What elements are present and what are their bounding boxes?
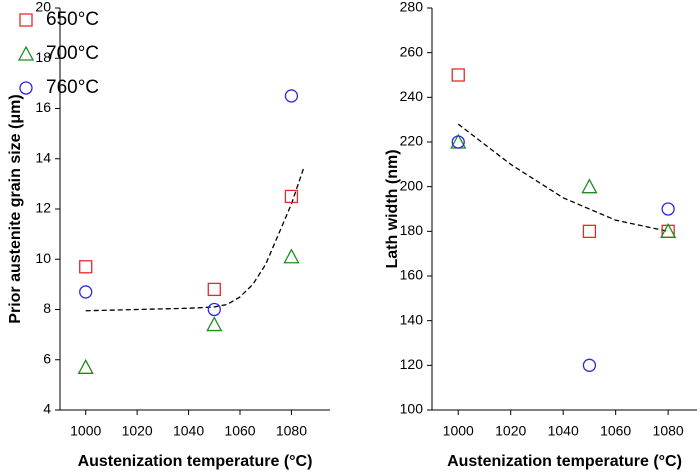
marker — [582, 224, 597, 238]
trend-line — [85, 166, 305, 312]
marker — [283, 248, 300, 264]
marker — [581, 178, 598, 194]
marker — [660, 222, 677, 238]
legend-marker — [17, 45, 35, 61]
marker — [79, 285, 93, 299]
y-tick-label: 160 — [400, 267, 424, 283]
x-tick-label: 1060 — [224, 423, 255, 439]
x-tick-label: 1040 — [548, 423, 579, 439]
y-tick-label: 220 — [400, 133, 424, 149]
legend-label: 650°C — [46, 9, 99, 30]
y-axis-title: Prior austenite grain size (μm) — [7, 94, 24, 323]
x-tick-label: 1000 — [443, 423, 474, 439]
y-tick-label: 16 — [35, 99, 51, 115]
y-tick-label: 18 — [35, 49, 51, 65]
marker — [451, 135, 465, 149]
marker — [284, 189, 299, 204]
marker — [206, 316, 223, 332]
marker — [207, 302, 221, 317]
marker — [207, 282, 221, 297]
legend-marker — [19, 13, 33, 27]
y-tick-label: 140 — [400, 311, 424, 327]
marker — [77, 358, 94, 374]
y-tick-label: 100 — [400, 401, 424, 417]
y-tick-label: 12 — [35, 200, 51, 216]
y-tick-label: 280 — [400, 0, 424, 15]
y-tick-label: 20 — [35, 0, 51, 15]
trend-line — [457, 123, 669, 232]
marker — [284, 89, 299, 103]
x-axis-title: Austenization temperature (°C) — [78, 453, 313, 470]
legend-label: 700°C — [46, 43, 99, 64]
x-tick-label: 1080 — [653, 423, 684, 439]
marker — [451, 68, 465, 82]
y-tick-label: 260 — [400, 43, 424, 59]
y-tick-label: 8 — [43, 300, 51, 316]
x-tick-label: 1020 — [495, 423, 526, 439]
x-axis-title: Austenization temperature (°C) — [447, 453, 682, 470]
marker — [582, 358, 597, 372]
legend-marker — [19, 81, 33, 95]
x-tick-label: 1020 — [122, 423, 153, 439]
x-tick-label: 1080 — [276, 423, 307, 439]
marker — [79, 260, 93, 274]
y-tick-label: 180 — [400, 222, 424, 238]
y-tick-label: 10 — [35, 250, 51, 266]
y-tick-label: 240 — [400, 88, 424, 104]
marker — [661, 202, 675, 216]
x-tick-label: 1060 — [600, 423, 631, 439]
y-axis-title: Lath width (nm) — [384, 149, 401, 268]
legend-label: 760°C — [46, 77, 99, 98]
y-tick-label: 200 — [400, 177, 424, 193]
x-tick-label: 1000 — [70, 423, 101, 439]
y-tick-label: 4 — [43, 401, 51, 417]
y-tick-label: 120 — [400, 356, 424, 372]
y-tick-label: 6 — [43, 350, 51, 366]
x-tick-label: 1040 — [173, 423, 204, 439]
y-tick-label: 14 — [35, 149, 51, 165]
